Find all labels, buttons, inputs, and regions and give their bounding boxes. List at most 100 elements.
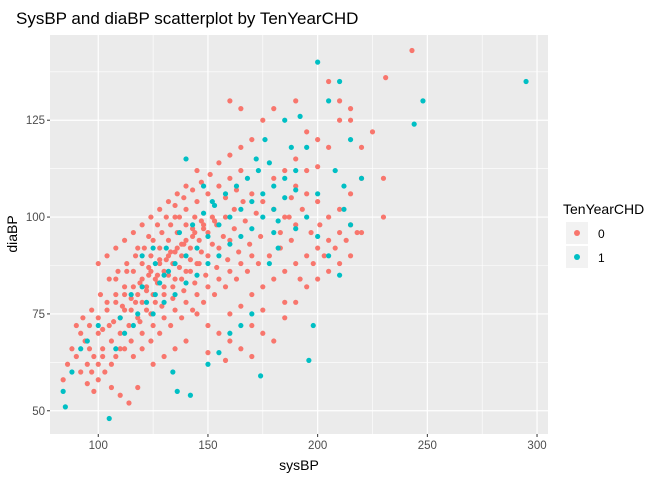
data-point — [249, 226, 255, 232]
data-point — [113, 276, 119, 282]
data-point — [225, 257, 231, 263]
data-point — [227, 268, 233, 274]
data-point — [347, 117, 354, 123]
data-point — [176, 214, 183, 220]
data-point — [238, 144, 244, 150]
x-tick-label: 250 — [418, 440, 437, 452]
data-point — [306, 357, 312, 363]
data-point — [137, 319, 143, 325]
data-point — [227, 175, 233, 181]
data-point — [89, 369, 95, 375]
data-point — [168, 322, 174, 329]
series-0 — [60, 47, 415, 406]
data-point — [271, 106, 277, 112]
data-point — [148, 268, 154, 274]
data-point — [249, 311, 255, 317]
data-point — [249, 136, 255, 143]
data-point — [192, 280, 198, 286]
data-point — [198, 179, 204, 185]
data-point — [205, 284, 211, 290]
data-point — [135, 291, 141, 298]
data-point — [154, 222, 161, 228]
data-point — [358, 144, 365, 150]
data-point — [200, 210, 207, 216]
data-point — [84, 381, 90, 387]
data-point — [253, 156, 259, 162]
data-point — [222, 284, 229, 290]
data-point — [102, 369, 108, 375]
data-point — [200, 183, 207, 189]
data-point — [183, 206, 189, 212]
data-point — [146, 233, 152, 240]
data-point — [227, 152, 233, 158]
data-point — [130, 284, 136, 290]
data-point — [143, 288, 150, 294]
data-points — [60, 47, 529, 422]
data-point — [183, 183, 189, 189]
data-point — [317, 222, 323, 228]
data-point — [139, 346, 145, 352]
data-point — [150, 245, 156, 251]
data-point — [130, 268, 136, 274]
data-point — [165, 272, 172, 278]
data-point — [244, 268, 251, 274]
legend-key-0-marker — [574, 230, 580, 236]
data-point — [315, 164, 321, 170]
data-point — [227, 330, 233, 336]
data-point — [288, 237, 294, 243]
data-point — [315, 136, 321, 143]
y-axis-ticks: 50 75 100 125 — [26, 115, 50, 418]
data-point — [130, 353, 136, 360]
data-point — [117, 392, 123, 398]
data-point — [192, 214, 198, 220]
data-point — [172, 276, 178, 282]
data-point — [275, 218, 281, 224]
data-point — [205, 253, 211, 259]
data-point — [106, 276, 112, 282]
data-point — [315, 233, 321, 240]
data-point — [143, 284, 150, 290]
data-point — [326, 98, 332, 104]
data-point — [172, 214, 178, 220]
data-point — [163, 257, 169, 263]
data-point — [190, 222, 196, 228]
data-point — [336, 206, 343, 212]
data-point — [150, 361, 156, 367]
data-point — [187, 392, 194, 398]
data-point — [209, 241, 215, 247]
data-point — [119, 303, 125, 309]
data-point — [205, 191, 211, 197]
data-point — [347, 253, 354, 259]
data-point — [332, 245, 338, 251]
data-point — [190, 187, 196, 193]
data-point — [183, 253, 189, 259]
data-point — [183, 299, 189, 305]
x-tick-label: 300 — [527, 440, 546, 452]
data-point — [117, 315, 123, 321]
data-point — [115, 268, 121, 274]
data-point — [150, 311, 156, 317]
legend: TenYearCHD 0 1 — [563, 201, 644, 268]
chart-title: SysBP and diaBP scatterplot by TenYearCH… — [16, 9, 358, 28]
data-point — [117, 346, 123, 352]
data-point — [240, 198, 246, 205]
data-point — [73, 353, 79, 360]
legend-title: TenYearCHD — [563, 201, 644, 217]
data-point — [336, 78, 343, 85]
data-point — [161, 291, 167, 298]
data-point — [78, 369, 84, 375]
data-point — [130, 322, 136, 329]
data-point — [253, 210, 259, 216]
data-point — [282, 195, 288, 201]
data-point — [203, 272, 209, 278]
data-point — [148, 214, 154, 220]
data-point — [146, 264, 152, 271]
data-point — [216, 245, 222, 251]
data-point — [91, 388, 97, 394]
data-point — [326, 78, 332, 85]
data-point — [258, 373, 264, 379]
data-point — [343, 237, 349, 243]
data-point — [139, 260, 145, 267]
data-point — [255, 167, 262, 174]
data-point — [86, 322, 93, 329]
